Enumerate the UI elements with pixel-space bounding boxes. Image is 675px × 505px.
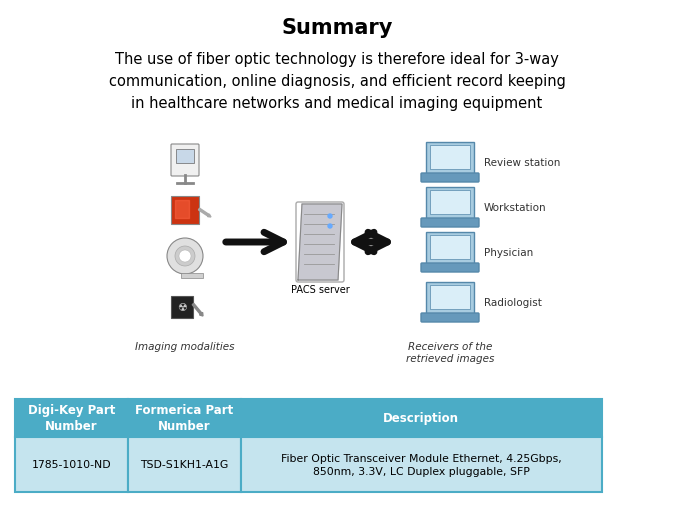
FancyBboxPatch shape [171,145,199,177]
Text: The use of fiber optic technology is therefore ideal for 3-way
communication, on: The use of fiber optic technology is the… [109,52,566,111]
Text: Formerica Part
Number: Formerica Part Number [135,403,234,433]
FancyBboxPatch shape [171,196,199,225]
Text: Digi-Key Part
Number: Digi-Key Part Number [28,403,115,433]
Text: Radiologist: Radiologist [484,297,542,308]
Text: Physician: Physician [484,247,533,258]
Text: Workstation: Workstation [484,203,547,213]
Circle shape [179,250,191,263]
Text: Review station: Review station [484,158,560,168]
Text: Summary: Summary [281,18,393,38]
FancyBboxPatch shape [430,235,470,260]
FancyBboxPatch shape [430,285,470,310]
FancyArrow shape [192,304,203,316]
FancyBboxPatch shape [171,296,193,318]
Text: Fiber Optic Transceiver Module Ethernet, 4.25Gbps,
850nm, 3.3V, LC Duplex plugga: Fiber Optic Transceiver Module Ethernet,… [281,453,562,476]
FancyArrow shape [198,209,211,218]
Text: TSD-S1KH1-A1G: TSD-S1KH1-A1G [140,460,228,470]
Text: ☢: ☢ [177,302,187,313]
Bar [15,399,128,437]
Bar [128,399,241,437]
FancyBboxPatch shape [181,274,203,278]
FancyBboxPatch shape [421,314,479,322]
Text: PACS server: PACS server [291,284,350,294]
FancyBboxPatch shape [426,143,474,175]
Text: Description: Description [383,412,460,425]
FancyBboxPatch shape [176,149,194,164]
Bar [128,437,241,492]
Circle shape [167,238,203,274]
Circle shape [328,225,332,229]
Bar [241,437,602,492]
FancyBboxPatch shape [421,264,479,273]
FancyBboxPatch shape [426,282,474,315]
Text: Imaging modalities: Imaging modalities [135,341,235,351]
FancyBboxPatch shape [426,232,474,265]
Text: Receivers of the
retrieved images: Receivers of the retrieved images [406,341,494,364]
FancyBboxPatch shape [421,174,479,183]
FancyBboxPatch shape [430,146,470,170]
FancyBboxPatch shape [430,190,470,215]
FancyBboxPatch shape [426,188,474,220]
Circle shape [328,215,332,219]
Circle shape [175,246,195,267]
Bar [241,399,602,437]
Bar [15,437,128,492]
Text: 1785-1010-ND: 1785-1010-ND [32,460,111,470]
Polygon shape [298,205,342,280]
FancyBboxPatch shape [421,219,479,228]
